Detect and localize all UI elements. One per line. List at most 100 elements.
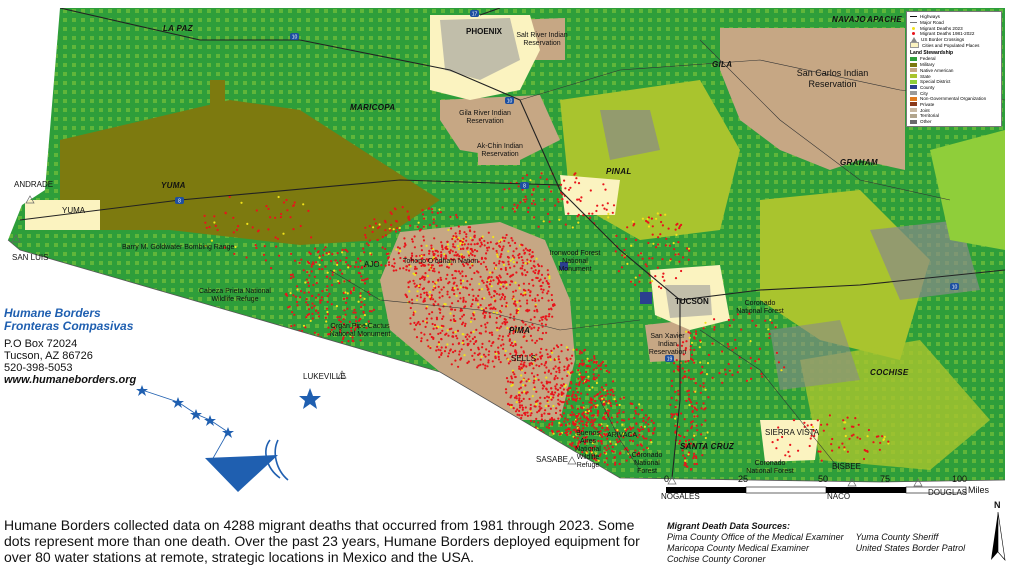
- death-dot: [478, 288, 481, 291]
- death-dot: [435, 281, 438, 284]
- death-dot: [574, 420, 578, 423]
- death-dot: [508, 187, 511, 190]
- death-dot: [680, 412, 683, 415]
- death-dot: [513, 256, 516, 259]
- legend-label: Cities and Populated Places: [922, 42, 980, 48]
- death-dot: [524, 371, 527, 374]
- death-dot: [486, 246, 489, 249]
- death-dot: [529, 414, 532, 417]
- legend-crossings: US Border Crossings: [910, 37, 998, 43]
- death-dot: [566, 402, 569, 405]
- area-coronado-north: Coronado National Forest: [736, 300, 784, 315]
- death-dot: [308, 262, 311, 265]
- death-dot: [625, 429, 628, 432]
- death-dot: [427, 280, 430, 283]
- death-dot: [543, 277, 547, 280]
- death-dot: [811, 425, 814, 429]
- death-dot: [466, 333, 469, 336]
- scale-tick-25: 25: [738, 474, 749, 484]
- death-dot: [509, 396, 512, 399]
- crossing-naco-icon: [847, 478, 857, 487]
- county-pinal: PINAL: [606, 167, 632, 176]
- death-dot: [693, 348, 696, 352]
- death-dot: [439, 211, 442, 214]
- death-dot: [592, 377, 595, 381]
- death-dot: [326, 313, 329, 316]
- death-dot: [775, 447, 778, 450]
- death-dot: [689, 345, 692, 348]
- death-dot: [597, 364, 600, 367]
- death-dot: [472, 314, 475, 317]
- death-dot: [487, 246, 491, 249]
- death-dot: [440, 324, 443, 327]
- death-dot: [531, 395, 534, 398]
- death-dot: [789, 443, 792, 446]
- area-goldwater: Barry M. Goldwater Bombing Range: [122, 244, 235, 251]
- death-dot: [581, 429, 584, 432]
- death-dot: [434, 300, 437, 303]
- death-dot: [535, 390, 538, 393]
- death-dot: [491, 271, 494, 274]
- death-dot: [518, 404, 522, 407]
- death-dot: [592, 368, 595, 371]
- death-dot: [419, 277, 422, 280]
- death-dot: [760, 372, 763, 375]
- death-dot: [572, 420, 575, 424]
- death-dot: [409, 265, 412, 268]
- death-dot: [495, 276, 498, 279]
- death-dot: [398, 229, 401, 232]
- death-dot: [587, 409, 591, 413]
- death-dot: [313, 275, 316, 278]
- death-dot: [622, 396, 626, 399]
- death-dot: [512, 298, 515, 301]
- death-dot: [612, 394, 615, 397]
- death-dot: [470, 317, 473, 320]
- death-dot: [516, 408, 519, 411]
- death-dot: [533, 420, 536, 423]
- death-dot: [525, 198, 528, 201]
- death-dot: [490, 285, 493, 288]
- death-dot: [338, 315, 341, 319]
- death-dot: [531, 251, 534, 254]
- death-dot: [320, 296, 323, 299]
- death-dot: [264, 259, 267, 262]
- death-dot: [826, 423, 829, 426]
- death-dot: [704, 436, 707, 440]
- logo-star-icon: [136, 385, 148, 396]
- death-dot: [232, 231, 235, 234]
- org-website[interactable]: www.humaneborders.org: [4, 374, 137, 386]
- death-dot: [409, 224, 412, 227]
- death-dot: [306, 271, 309, 274]
- death-dot: [562, 383, 565, 386]
- death-dot: [684, 347, 688, 350]
- death-dot: [584, 436, 587, 439]
- death-dot: [305, 301, 308, 304]
- death-dot: [524, 262, 527, 265]
- death-dot: [632, 426, 635, 429]
- death-dot: [569, 357, 572, 360]
- death-dot: [338, 282, 341, 285]
- death-dot: [384, 234, 387, 237]
- death-dot: [601, 426, 604, 429]
- death-dot: [634, 276, 637, 279]
- death-dot: [565, 346, 569, 349]
- highway-shield-label: 10: [952, 285, 958, 291]
- death-dot: [307, 281, 310, 284]
- death-dot: [392, 269, 395, 272]
- death-dot: [504, 266, 507, 270]
- death-dot: [595, 361, 598, 365]
- death-dot: [590, 405, 593, 408]
- death-dot: [474, 299, 477, 302]
- death-dot: [701, 454, 704, 457]
- death-dot: [797, 449, 800, 452]
- death-dot: [650, 441, 653, 444]
- death-dot: [693, 462, 696, 466]
- death-dot: [523, 332, 526, 335]
- death-dot: [509, 244, 512, 247]
- death-dot: [518, 287, 521, 290]
- death-dot: [346, 292, 349, 295]
- organization-info: Humane Borders Fronteras Compasivas P.O …: [4, 307, 137, 387]
- death-dot: [433, 323, 437, 327]
- death-dot: [578, 434, 581, 437]
- death-dot: [531, 362, 534, 365]
